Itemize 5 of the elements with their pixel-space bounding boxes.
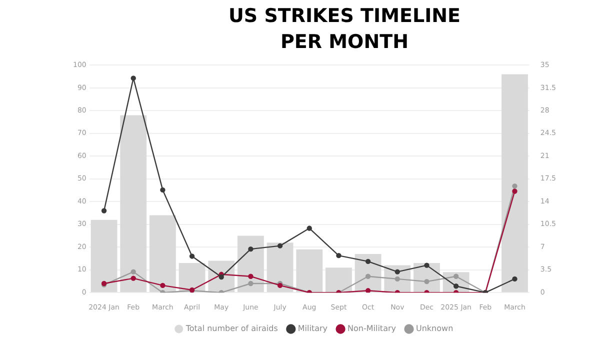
legend-label: Military [298,324,328,334]
legend-label: Unknown [416,324,454,334]
legend-label: Non-Military [348,324,396,334]
chart-title: US STRIKES TIMELINE PER MONTH [227,4,462,55]
legend-label: Total number of airaids [184,324,278,334]
